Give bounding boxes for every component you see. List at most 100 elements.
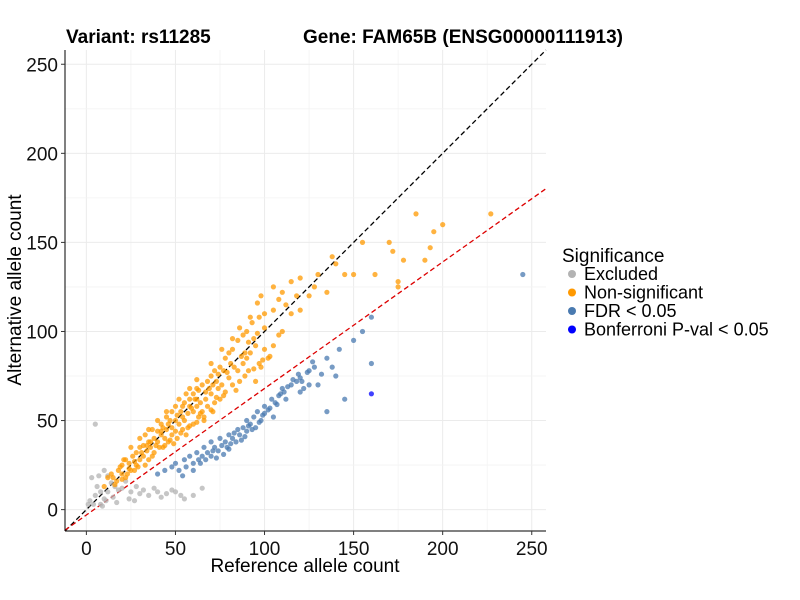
point-non-significant [183, 391, 189, 397]
y-tick-label: 0 [47, 501, 58, 522]
point-non-significant [311, 284, 317, 290]
point-fdr-0-05 [297, 389, 303, 395]
point-non-significant [251, 336, 257, 342]
point-excluded [169, 487, 175, 493]
point-non-significant [204, 378, 211, 384]
point-fdr-0-05 [249, 426, 255, 433]
x-tick-label: 200 [427, 539, 459, 560]
point-fdr-0-05 [228, 441, 234, 447]
point-fdr-0-05 [190, 467, 196, 473]
point-fdr-0-05 [229, 435, 236, 441]
point-non-significant [204, 403, 211, 409]
point-fdr-0-05 [359, 328, 366, 335]
point-non-significant [131, 458, 138, 465]
point-non-significant [427, 245, 433, 251]
point-non-significant [183, 432, 189, 438]
point-excluded [155, 489, 161, 495]
point-non-significant [372, 271, 378, 278]
point-excluded [146, 492, 152, 498]
point-non-significant [238, 353, 244, 359]
point-non-significant [137, 457, 143, 463]
point-non-significant [224, 369, 230, 375]
point-non-significant [169, 425, 175, 431]
legend-item-label: Bonferroni P-val < 0.05 [584, 320, 769, 340]
point-excluded [114, 499, 120, 506]
point-non-significant [413, 211, 419, 217]
point-excluded [85, 501, 91, 507]
point-non-significant [242, 350, 248, 356]
point-non-significant [144, 448, 150, 454]
point-non-significant [253, 378, 259, 384]
point-fdr-0-05 [222, 439, 228, 445]
axes [64, 50, 546, 532]
point-excluded [199, 485, 205, 491]
point-bonferroni-p-val-0-05 [368, 391, 374, 397]
point-non-significant [251, 366, 257, 372]
point-non-significant [176, 421, 182, 427]
point-excluded [158, 494, 164, 500]
point-non-significant [162, 435, 168, 441]
point-fdr-0-05 [219, 442, 225, 449]
point-fdr-0-05 [190, 460, 196, 466]
point-non-significant [297, 275, 303, 281]
point-fdr-0-05 [324, 409, 330, 415]
point-fdr-0-05 [281, 389, 287, 395]
point-non-significant [142, 462, 148, 468]
point-non-significant [226, 350, 232, 356]
y-ticks: 0 50 100 150 200 250 [26, 55, 65, 522]
point-fdr-0-05 [283, 396, 289, 402]
point-fdr-0-05 [270, 414, 276, 420]
x-tick-label: 150 [338, 539, 370, 560]
point-excluded [105, 489, 111, 495]
point-non-significant [235, 337, 241, 343]
point-non-significant [256, 314, 262, 320]
point-fdr-0-05 [274, 401, 280, 408]
point-non-significant [270, 343, 276, 349]
data-points [85, 211, 526, 509]
point-fdr-0-05 [333, 373, 339, 379]
point-non-significant [400, 257, 407, 263]
point-non-significant [351, 271, 357, 278]
point-non-significant [240, 332, 246, 338]
point-non-significant [208, 360, 214, 367]
point-non-significant [128, 444, 134, 450]
point-non-significant [208, 391, 214, 397]
point-fdr-0-05 [244, 428, 250, 434]
point-fdr-0-05 [208, 453, 214, 459]
point-non-significant [187, 385, 193, 392]
point-non-significant [119, 476, 125, 482]
point-non-significant [237, 378, 243, 384]
point-fdr-0-05 [329, 364, 335, 370]
point-fdr-0-05 [201, 444, 207, 450]
point-excluded [140, 487, 146, 493]
point-non-significant [201, 414, 207, 420]
point-non-significant [208, 373, 214, 379]
point-excluded [110, 494, 116, 500]
point-non-significant [197, 410, 203, 416]
point-non-significant [172, 428, 179, 434]
point-non-significant [178, 430, 184, 436]
point-non-significant [233, 387, 239, 393]
point-non-significant [256, 360, 262, 367]
point-excluded [115, 487, 121, 493]
point-non-significant [261, 311, 268, 317]
x-tick-label: 50 [165, 539, 186, 560]
point-fdr-0-05 [254, 409, 260, 415]
y-tick-label: 150 [26, 233, 58, 254]
point-non-significant [163, 414, 170, 420]
point-non-significant [219, 382, 225, 388]
point-non-significant [149, 453, 155, 459]
point-excluded [178, 492, 184, 498]
point-fdr-0-05 [336, 346, 342, 352]
point-non-significant [242, 373, 248, 379]
point-non-significant [126, 460, 132, 466]
point-non-significant [267, 353, 273, 359]
point-fdr-0-05 [290, 377, 296, 383]
point-non-significant [151, 435, 157, 441]
point-fdr-0-05 [304, 369, 310, 375]
point-fdr-0-05 [194, 450, 200, 456]
y-tick-label: 50 [37, 412, 58, 433]
y-tick-label: 250 [26, 55, 58, 76]
point-non-significant [247, 350, 253, 356]
point-excluded [131, 498, 138, 504]
